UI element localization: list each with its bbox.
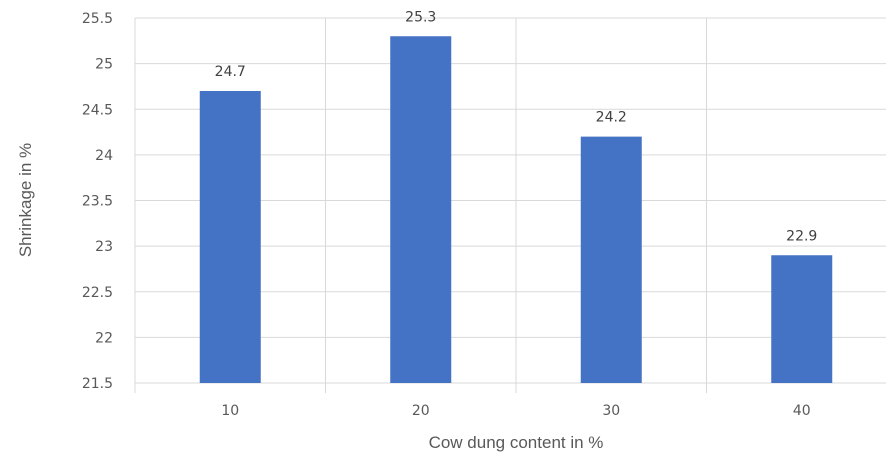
y-tick-labels: 21.5 22 22.5 23 23.5 24 24.5 25 25.5	[82, 11, 113, 392]
x-tick-label-30: 30	[602, 403, 620, 419]
bar-20	[390, 36, 452, 383]
y-tick-label: 24	[95, 148, 113, 164]
data-label-30: 24.2	[596, 110, 627, 126]
bar-30	[580, 136, 642, 383]
y-tick-label: 22.5	[82, 285, 113, 301]
bar-40	[771, 255, 833, 383]
data-label-20: 25.3	[405, 9, 436, 25]
x-tick-labels: 10 20 30 40	[221, 403, 810, 419]
bars	[199, 36, 833, 383]
y-tick-label: 24.5	[82, 102, 113, 118]
x-tick-label-20: 20	[412, 403, 430, 419]
x-axis-title: Cow dung content in %	[429, 433, 604, 452]
bar-10	[199, 91, 261, 383]
y-tick-label: 22	[95, 330, 113, 346]
x-tick-label-40: 40	[793, 403, 811, 419]
data-labels: 24.7 25.3 24.2 22.9	[215, 9, 818, 244]
y-tick-label: 25.5	[82, 11, 113, 27]
y-tick-label: 25	[95, 57, 113, 73]
gridlines	[134, 17, 886, 393]
y-axis-title: Shrinkage in %	[16, 143, 35, 257]
y-tick-label: 23.5	[82, 194, 113, 210]
data-label-40: 22.9	[786, 228, 817, 244]
y-tick-label: 21.5	[82, 376, 113, 392]
data-label-10: 24.7	[215, 64, 246, 80]
x-tick-label-10: 10	[221, 403, 239, 419]
y-tick-label: 23	[95, 239, 113, 255]
